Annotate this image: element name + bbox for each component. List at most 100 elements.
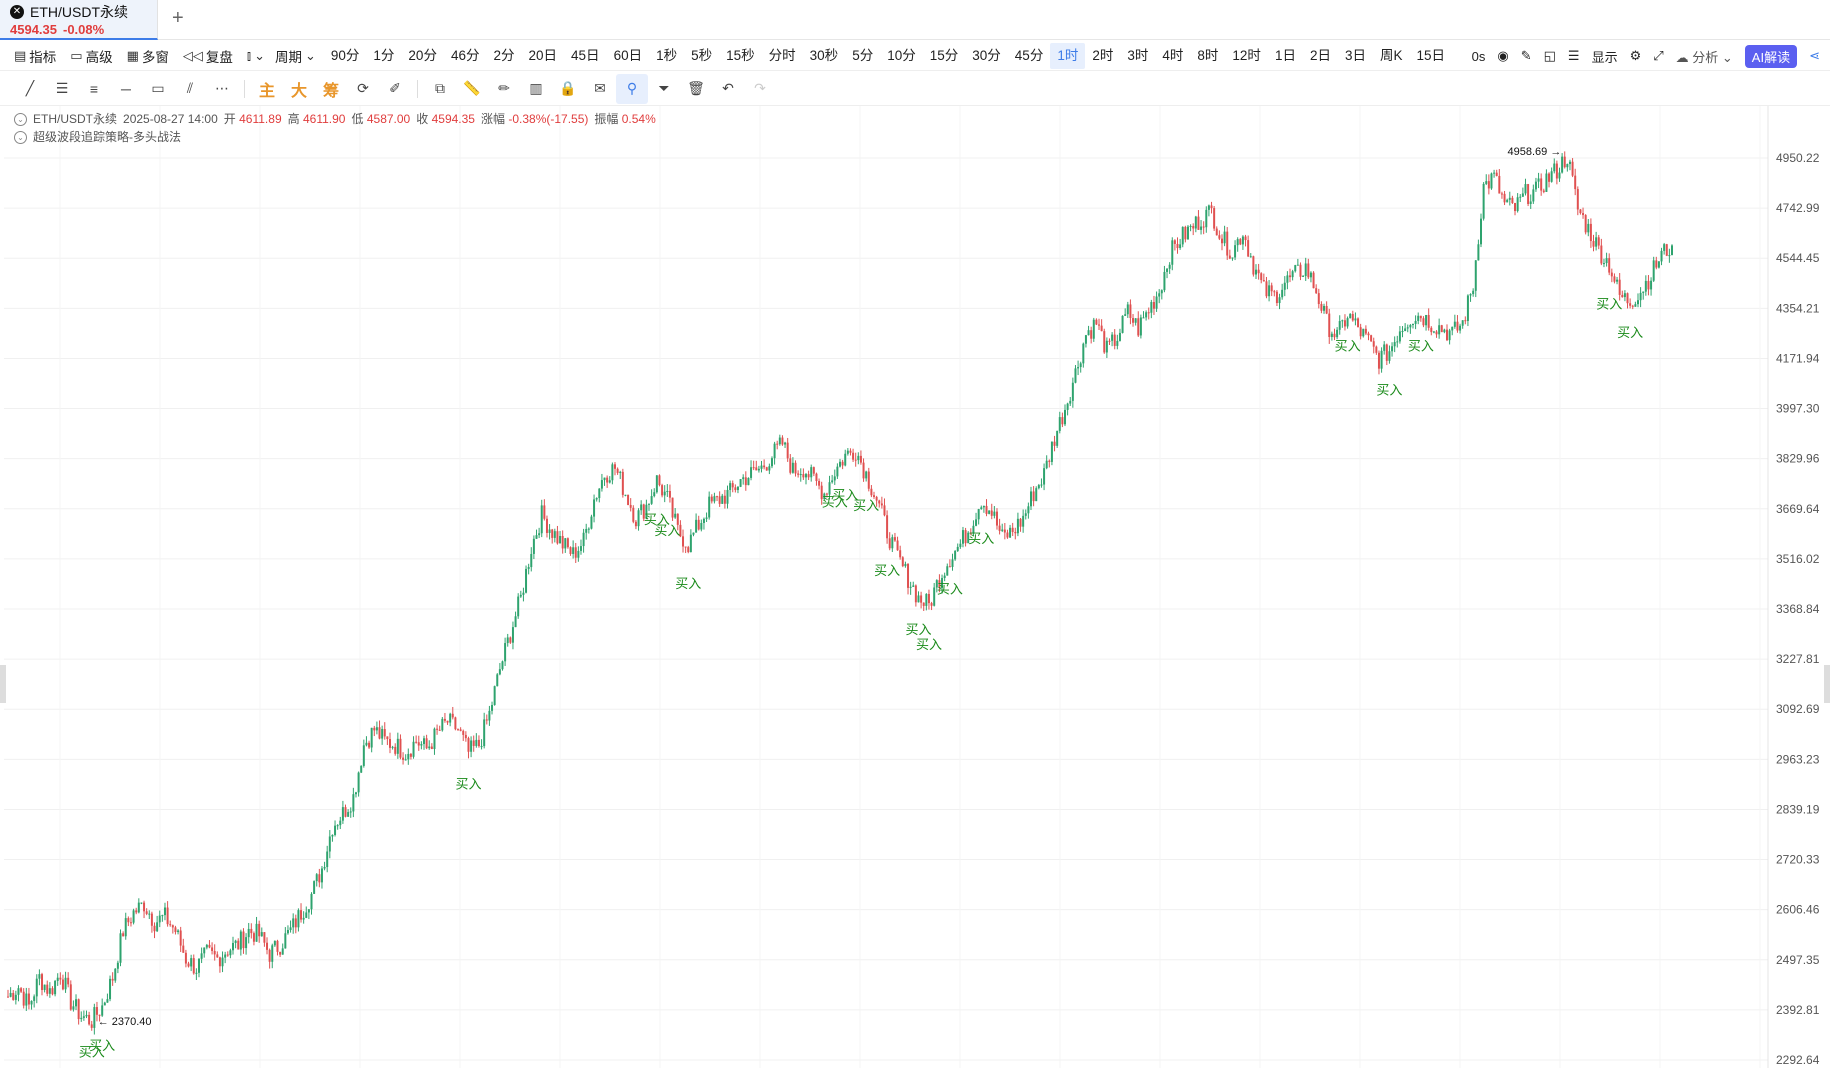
period-21[interactable]: 4时 — [1162, 47, 1184, 63]
divider — [417, 79, 418, 98]
period-18[interactable]: 1时 — [1050, 42, 1086, 69]
low-label: 低 — [351, 112, 364, 126]
period-8[interactable]: 1秒 — [656, 47, 678, 63]
period-19[interactable]: 2时 — [1092, 47, 1114, 63]
line-tool-icon[interactable]: ╱ — [25, 80, 35, 96]
candle-body — [823, 493, 826, 500]
period-5[interactable]: 20日 — [528, 47, 558, 63]
price-chart[interactable]: 4950.22 4742.99 4544.45 4354.21 4171.94 3997.… — [0, 106, 1830, 1068]
window-icon[interactable]: ◱ — [1543, 48, 1556, 63]
period-9[interactable]: 5秒 — [691, 47, 713, 63]
redo-icon[interactable]: ↷ — [754, 80, 766, 96]
period-dropdown[interactable]: 周期 ⌄ — [275, 46, 316, 66]
candle-body — [564, 538, 567, 549]
multi-window-button[interactable]: ▦ 多窗 — [127, 46, 169, 66]
filter-icon[interactable]: ⏷ — [658, 80, 670, 96]
candle-body — [1139, 317, 1142, 336]
period-26[interactable]: 3日 — [1344, 47, 1366, 63]
period-25[interactable]: 2日 — [1309, 47, 1331, 63]
period-10[interactable]: 15秒 — [726, 47, 755, 63]
bars-icon[interactable]: ▥ — [529, 80, 543, 96]
candle-body — [1592, 241, 1595, 247]
period-16[interactable]: 30分 — [972, 47, 1001, 63]
period-23[interactable]: 12时 — [1232, 47, 1261, 63]
candle-body — [530, 553, 533, 568]
period-7[interactable]: 60日 — [613, 47, 643, 63]
advanced-button[interactable]: ▭ 高级 — [70, 46, 112, 66]
period-2[interactable]: 20分 — [408, 47, 437, 63]
period-13[interactable]: 5分 — [852, 47, 874, 63]
candle-body — [216, 954, 219, 958]
candle-body — [1511, 197, 1514, 203]
candle-body — [723, 495, 726, 504]
share-icon[interactable]: ⋖ — [1809, 48, 1820, 63]
add-tab-button[interactable]: + — [172, 7, 184, 29]
period-17[interactable]: 45分 — [1014, 47, 1044, 63]
candle-body — [1440, 325, 1443, 333]
left-panel-handle[interactable] — [0, 665, 6, 703]
candle-body — [425, 738, 428, 749]
marker-icon[interactable]: ✏ — [498, 80, 510, 96]
candle-body — [276, 940, 279, 952]
magnet-icon[interactable]: ⚲ — [616, 73, 648, 104]
chip-button[interactable]: 筹 — [322, 82, 339, 100]
sync-icon[interactable]: ⟳ — [357, 80, 369, 96]
candle-body — [613, 464, 616, 469]
undo-icon[interactable]: ↶ — [722, 80, 734, 96]
period-28[interactable]: 15日 — [1416, 47, 1446, 63]
period-11[interactable]: 分时 — [768, 47, 796, 63]
close-icon[interactable]: ✕ — [10, 5, 24, 19]
more-tools-icon[interactable]: ⋯ — [215, 80, 229, 96]
trash-icon[interactable]: 🗑 — [687, 80, 705, 96]
brush-icon[interactable]: ✐ — [389, 80, 401, 96]
candle-body — [1006, 532, 1009, 538]
period-24[interactable]: 1日 — [1274, 47, 1296, 63]
indicator-button[interactable]: ▤ 指标 — [14, 46, 56, 66]
candle-body — [540, 505, 543, 534]
pen-icon[interactable]: ✎ — [1520, 48, 1532, 63]
candle-body — [226, 954, 229, 956]
list-icon[interactable]: ☰ — [1567, 48, 1580, 63]
settings-icon[interactable]: ⚙ — [1629, 48, 1642, 63]
chart-type-button[interactable]: ⫾ ⌄ — [247, 48, 265, 64]
period-6[interactable]: 45日 — [571, 47, 600, 63]
period-15[interactable]: 15分 — [929, 47, 959, 63]
candle-body — [1393, 342, 1396, 347]
candle-body — [559, 535, 562, 544]
right-panel-handle[interactable] — [1824, 665, 1830, 703]
main-force-button[interactable]: 主 — [258, 82, 275, 100]
channel-icon[interactable]: ≡ — [89, 80, 99, 97]
fibonacci-icon[interactable]: ⫽ — [186, 80, 194, 96]
period-22[interactable]: 8时 — [1197, 47, 1219, 63]
rectangle-icon[interactable]: ▭ — [151, 80, 165, 96]
display-button[interactable]: 显示 — [1591, 49, 1618, 65]
camera-icon[interactable]: ◉ — [1497, 48, 1509, 63]
period-1[interactable]: 1分 — [373, 47, 395, 63]
big-order-button[interactable]: 大 — [290, 82, 307, 100]
copy-icon[interactable]: ⧉ — [435, 80, 445, 96]
period-4[interactable]: 2分 — [493, 47, 515, 63]
fullscreen-icon[interactable]: ⤢ — [1653, 48, 1664, 63]
collapse-icon[interactable]: ⌄ — [14, 112, 27, 126]
candle-body — [1660, 250, 1663, 262]
period-3[interactable]: 46分 — [450, 47, 480, 63]
lock-icon[interactable]: 🔒 — [559, 80, 577, 96]
collapse-icon[interactable]: ⌄ — [14, 130, 27, 144]
candle-body — [1043, 468, 1046, 485]
analysis-button[interactable]: ☁ 分析 ⌄ — [1675, 49, 1733, 65]
candle-body — [171, 925, 174, 928]
symbol-tab[interactable]: ✕ ETH/USDT永续 4594.35 -0.08% — [0, 0, 158, 40]
period-0[interactable]: 90分 — [330, 47, 360, 63]
horizontal-line-icon[interactable]: ─ — [121, 80, 131, 97]
candle-body — [1294, 265, 1297, 272]
period-12[interactable]: 30秒 — [809, 47, 839, 63]
ai-button[interactable]: AI解读 — [1744, 44, 1798, 68]
replay-button[interactable]: ◁◁ 复盘 — [183, 46, 233, 66]
ruler-icon[interactable]: 📏 — [463, 80, 481, 96]
period-27[interactable]: 周K — [1379, 47, 1403, 63]
note-icon[interactable]: ✉ — [594, 80, 606, 96]
period-14[interactable]: 10分 — [887, 47, 916, 63]
parallel-lines-icon[interactable]: ☰ — [55, 80, 69, 96]
chart-canvas[interactable]: 4950.22 4742.99 4544.45 4354.21 4171.94 3997.… — [0, 106, 1830, 1068]
period-20[interactable]: 3时 — [1127, 47, 1149, 63]
